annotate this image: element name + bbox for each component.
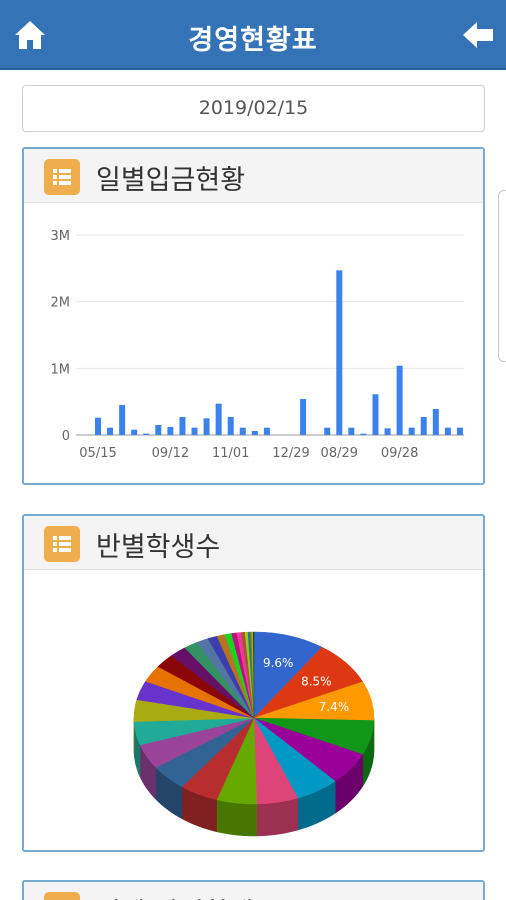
bar[interactable] bbox=[95, 417, 101, 435]
panel-title: 일별입금현황 bbox=[96, 165, 246, 196]
y-tick-label: 2M bbox=[51, 296, 71, 311]
daily-deposit-bar-chart: 0 1M 2M 3M 05/15 09/12 11/01 12/29 08/29 09/28 bbox=[51, 229, 464, 461]
bar[interactable] bbox=[336, 270, 343, 435]
pie-slice-label: 7.4% bbox=[319, 700, 350, 714]
bar[interactable] bbox=[372, 394, 379, 435]
panel-title: 일별 반별학생수 bbox=[96, 891, 278, 900]
daily-class-students-panel: 일별 반별학생수 bbox=[22, 880, 485, 900]
bar[interactable] bbox=[408, 427, 415, 435]
class-students-pie-chart: 9.6% 8.5% 7.4% bbox=[133, 631, 375, 837]
daily-deposit-panel: 일별입금현황 0 1M 2M 3M 05/15 09/12 11/01 12/29 08/29 0… bbox=[22, 147, 485, 485]
bar[interactable] bbox=[191, 427, 198, 435]
page-title: 경영현황표 bbox=[188, 25, 318, 56]
bar[interactable] bbox=[131, 429, 138, 435]
bar[interactable] bbox=[324, 427, 331, 435]
x-tick-label: 08/29 bbox=[321, 446, 358, 461]
back-arrow-icon[interactable] bbox=[460, 17, 496, 53]
list-icon bbox=[44, 892, 80, 900]
pie-slice-label: 8.5% bbox=[301, 674, 332, 688]
x-tick-label: 05/15 bbox=[79, 446, 116, 461]
bar[interactable] bbox=[456, 427, 463, 435]
x-tick-label: 12/29 bbox=[272, 446, 309, 461]
bar[interactable] bbox=[239, 427, 246, 435]
list-icon bbox=[44, 526, 80, 562]
bar[interactable] bbox=[227, 417, 234, 435]
bar[interactable] bbox=[396, 365, 403, 435]
y-tick-label: 1M bbox=[51, 362, 71, 377]
bar[interactable] bbox=[215, 403, 222, 435]
bar[interactable] bbox=[143, 433, 150, 435]
pie-slice[interactable] bbox=[252, 631, 255, 719]
home-icon[interactable] bbox=[12, 17, 48, 53]
bar[interactable] bbox=[155, 425, 162, 435]
bar[interactable] bbox=[432, 409, 439, 435]
bar[interactable] bbox=[360, 433, 367, 435]
x-tick-label: 11/01 bbox=[212, 446, 249, 461]
bar[interactable] bbox=[179, 417, 186, 435]
bar[interactable] bbox=[251, 431, 258, 435]
bar[interactable] bbox=[300, 399, 307, 435]
top-bar: 경영현황표 bbox=[0, 0, 506, 70]
bar[interactable] bbox=[384, 428, 391, 435]
panel-header: 반별학생수 bbox=[24, 516, 483, 570]
pie-slice-side bbox=[216, 799, 257, 837]
date-selector[interactable]: 2019/02/15 bbox=[22, 85, 485, 132]
bar[interactable] bbox=[348, 427, 355, 435]
y-tick-label: 3M bbox=[51, 229, 71, 244]
bar[interactable] bbox=[263, 427, 270, 435]
pie-slice-label: 9.6% bbox=[263, 656, 294, 670]
y-tick-label: 0 bbox=[62, 429, 70, 444]
list-icon bbox=[44, 159, 80, 195]
panel-header: 일별입금현황 bbox=[24, 149, 483, 203]
side-drawer-handle[interactable] bbox=[498, 190, 506, 362]
bar[interactable] bbox=[167, 427, 174, 435]
bar[interactable] bbox=[420, 417, 427, 435]
bar[interactable] bbox=[444, 427, 451, 435]
bar[interactable] bbox=[203, 418, 210, 435]
panel-header: 일별 반별학생수 bbox=[24, 882, 483, 900]
bar[interactable] bbox=[119, 405, 126, 435]
x-tick-label: 09/28 bbox=[381, 446, 418, 461]
class-students-panel: 반별학생수 9.6% 8.5% 7.4% bbox=[22, 514, 485, 852]
x-tick-label: 09/12 bbox=[152, 446, 189, 461]
bar[interactable] bbox=[107, 427, 114, 435]
panel-title: 반별학생수 bbox=[96, 532, 221, 563]
